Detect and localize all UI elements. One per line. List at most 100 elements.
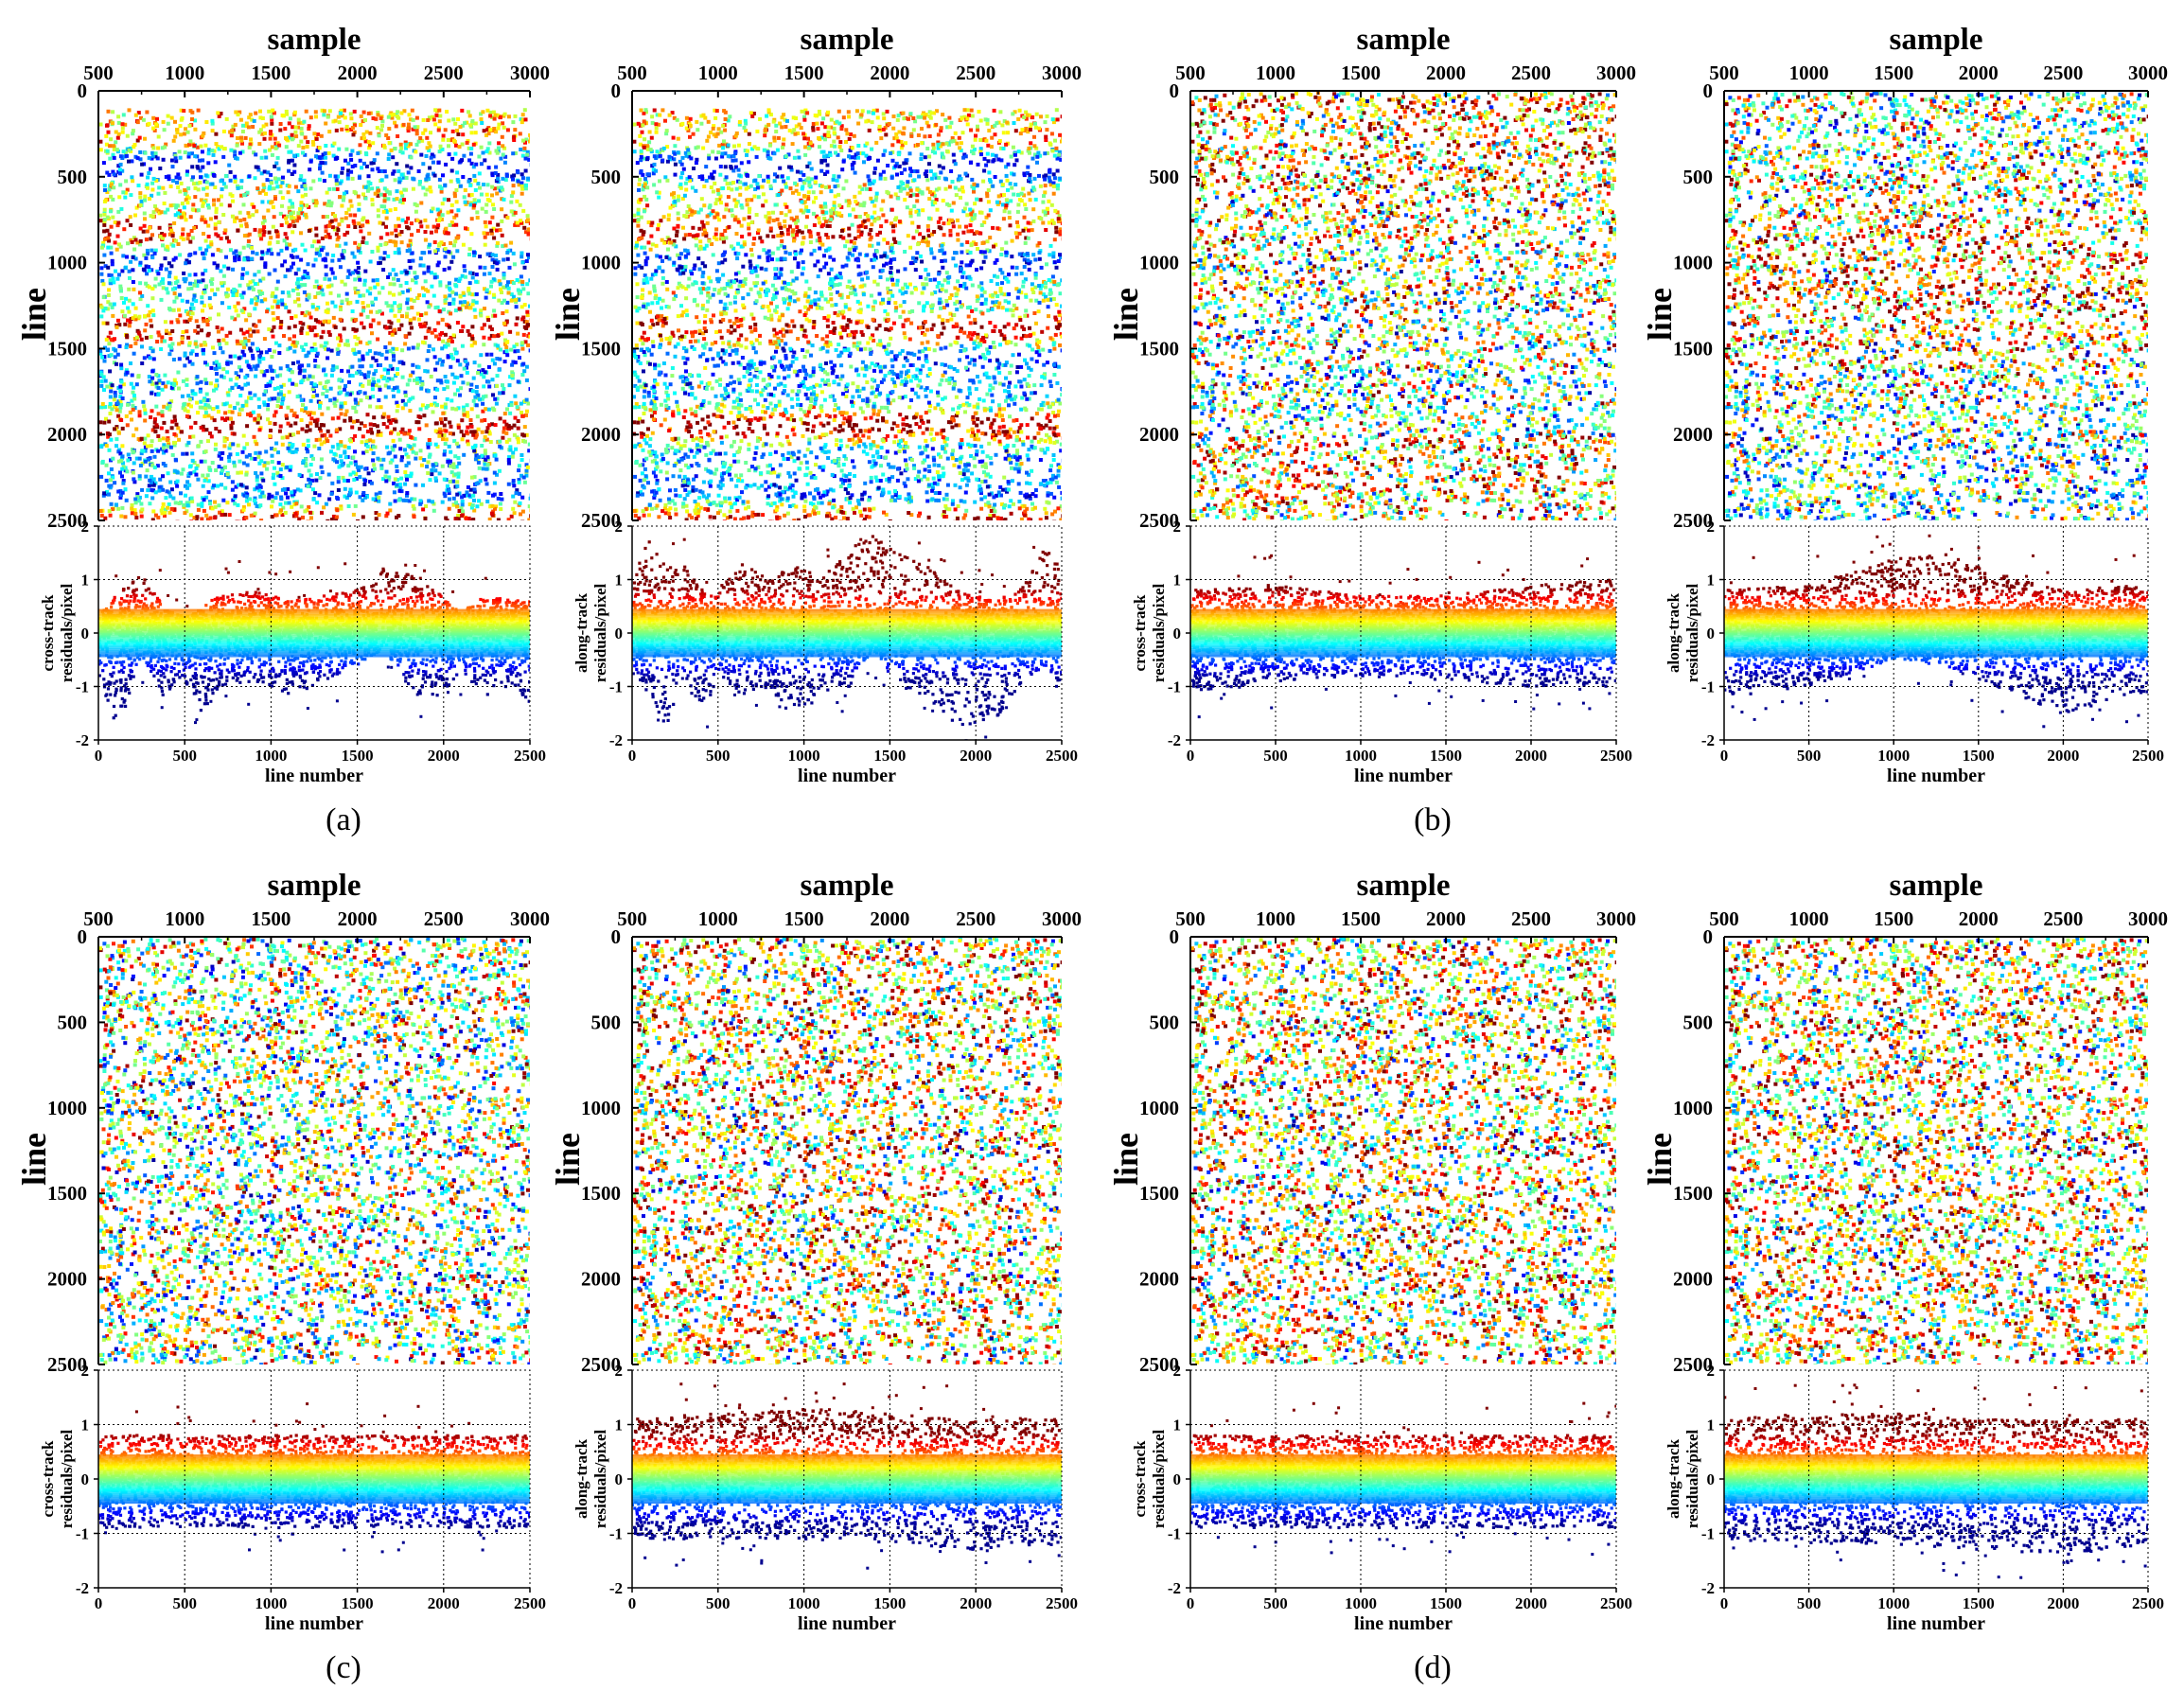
map-x-tick-label: 2500 <box>2043 907 2083 930</box>
residual-y-tick-label: 0 <box>615 625 624 643</box>
residual-y-tick-label: -2 <box>1168 1579 1181 1597</box>
map-y-tick-label: 1000 <box>1139 1097 1179 1119</box>
subplot-d-cross-track: 500 1000 1500 2000 2500 300005001000150020002… <box>1107 869 1636 1634</box>
map-x-tick-label: 1000 <box>1789 907 1829 930</box>
residual-x-tick-label: 0 <box>95 1594 103 1612</box>
residual-x-tick-label: 2000 <box>428 1594 460 1612</box>
panel-label: (b) <box>1414 802 1452 837</box>
residual-x-tick-label: 0 <box>95 747 103 765</box>
map-x-tick-label: 500 <box>1175 62 1206 84</box>
map-y-tick-label: 1000 <box>581 252 621 274</box>
residual-y-tick-label: 0 <box>1707 1470 1716 1488</box>
residual-x-tick-label: 0 <box>1720 747 1729 765</box>
map-x-tick-label: 1500 <box>1874 907 1913 930</box>
residual-points <box>631 502 1064 752</box>
map-x-tick-label: 2000 <box>1959 907 1999 930</box>
residual-points <box>1722 1383 2149 1578</box>
residual-xlabel: line number <box>1354 1613 1453 1634</box>
map-x-tick-label: 1000 <box>1256 62 1295 84</box>
residual-x-tick-label: 2000 <box>428 747 460 765</box>
map-y-tick-label: 0 <box>1703 79 1714 102</box>
residual-x-tick-label: 0 <box>1720 1594 1729 1612</box>
map-x-tick-label: 3000 <box>1042 62 1082 84</box>
map-x-tick-label: 2500 <box>424 907 464 930</box>
residual-y-tick-label: -1 <box>1168 1525 1181 1543</box>
residual-ylabel: cross-trackresiduals/pixel <box>1131 583 1168 682</box>
map-ylabel: line <box>1641 288 1679 341</box>
map-y-tick-label: 1500 <box>1673 337 1713 360</box>
residual-y-tick-label: -1 <box>1168 678 1181 696</box>
map-y-tick-label: 0 <box>1170 79 1180 102</box>
residual-y-tick-label: 1 <box>1173 572 1182 590</box>
map-y-tick-label: 0 <box>78 79 88 102</box>
map-x-tick-label: 1500 <box>1874 62 1913 84</box>
map-y-tick-label: 0 <box>1170 925 1180 948</box>
residual-x-tick-label: 2000 <box>960 747 992 765</box>
map-points <box>98 108 534 524</box>
residual-y-tick-label: 2 <box>1173 518 1182 536</box>
residual-x-tick-label: 500 <box>1263 747 1288 765</box>
residual-xlabel: line number <box>265 766 363 786</box>
residual-x-tick-label: 1000 <box>255 747 287 765</box>
residual-y-tick-label: -2 <box>609 731 623 749</box>
residual-xlabel: line number <box>798 766 896 786</box>
residual-points <box>97 560 531 724</box>
residual-x-tick-label: 500 <box>172 1594 197 1612</box>
residual-x-tick-label: 500 <box>706 747 731 765</box>
map-y-tick-label: 2000 <box>1673 423 1713 446</box>
residual-y-tick-label: 0 <box>1707 625 1716 643</box>
map-y-tick-label: 1500 <box>581 1182 621 1205</box>
map-y-tick-label: 1000 <box>1673 252 1713 274</box>
map-x-tick-label: 2000 <box>338 907 378 930</box>
map-x-tick-label: 1500 <box>251 907 291 930</box>
residual-y-tick-label: 0 <box>1173 1470 1182 1488</box>
map-x-tick-label: 2000 <box>1959 62 1999 84</box>
map-y-tick-label: 500 <box>1150 166 1180 188</box>
map-y-tick-label: 2000 <box>1673 1268 1713 1291</box>
residual-x-tick-label: 500 <box>172 747 197 765</box>
map-x-tick-label: 500 <box>617 907 647 930</box>
map-x-tick-label: 3000 <box>510 62 550 84</box>
residual-y-tick-label: 1 <box>1707 572 1716 590</box>
residual-x-tick-label: 2500 <box>1600 747 1632 765</box>
map-title: sample <box>1890 869 1983 903</box>
residual-ylabel: along-trackresiduals/pixel <box>1664 583 1701 682</box>
map-x-tick-label: 2500 <box>424 62 464 84</box>
subplot-b-cross-track: 500 1000 1500 2000 2500 300005001000150020002… <box>1107 23 1636 786</box>
map-x-tick-label: 500 <box>1709 62 1739 84</box>
residual-points <box>97 1402 532 1553</box>
residual-y-tick-label: -1 <box>609 1525 623 1543</box>
map-y-tick-label: 500 <box>591 166 622 188</box>
map-points <box>1724 937 2152 1368</box>
residual-y-tick-label: -1 <box>1701 1525 1715 1543</box>
residual-x-tick-label: 1000 <box>1877 1594 1910 1612</box>
residual-map: 500 1000 1500 2000 2500 300005001000150020002… <box>549 869 1082 1376</box>
map-y-tick-label: 1500 <box>581 337 621 360</box>
map-y-tick-label: 1500 <box>1139 1182 1179 1205</box>
subplot-c-along-track: 500 1000 1500 2000 2500 300005001000150020002… <box>549 869 1082 1634</box>
residual-x-tick-label: 2500 <box>514 747 546 765</box>
map-y-tick-label: 2000 <box>1139 423 1179 446</box>
subplot-d-along-track: 500 1000 1500 2000 2500 300005001000150020002… <box>1641 869 2168 1634</box>
residual-x-tick-label: 500 <box>1797 747 1822 765</box>
residual-y-tick-label: 1 <box>81 572 90 590</box>
map-y-tick-label: 1000 <box>581 1097 621 1119</box>
residual-x-tick-label: 0 <box>1187 1594 1195 1612</box>
map-title: sample <box>1357 869 1451 903</box>
residual-x-tick-label: 1000 <box>1345 747 1377 765</box>
residual-x-tick-label: 2500 <box>1046 747 1078 765</box>
residual-x-tick-label: 1000 <box>1345 1594 1377 1612</box>
map-x-tick-label: 2000 <box>870 907 909 930</box>
map-y-tick-label: 1000 <box>47 1097 87 1119</box>
residual-y-tick-label: 1 <box>81 1417 90 1435</box>
residual-y-tick-label: 0 <box>81 1470 90 1488</box>
residual-x-tick-label: 1000 <box>788 747 820 765</box>
map-y-tick-label: 1000 <box>47 252 87 274</box>
residual-y-tick-label: 1 <box>615 572 624 590</box>
residual-y-tick-label: 0 <box>1173 625 1182 643</box>
map-y-tick-label: 1500 <box>47 337 87 360</box>
